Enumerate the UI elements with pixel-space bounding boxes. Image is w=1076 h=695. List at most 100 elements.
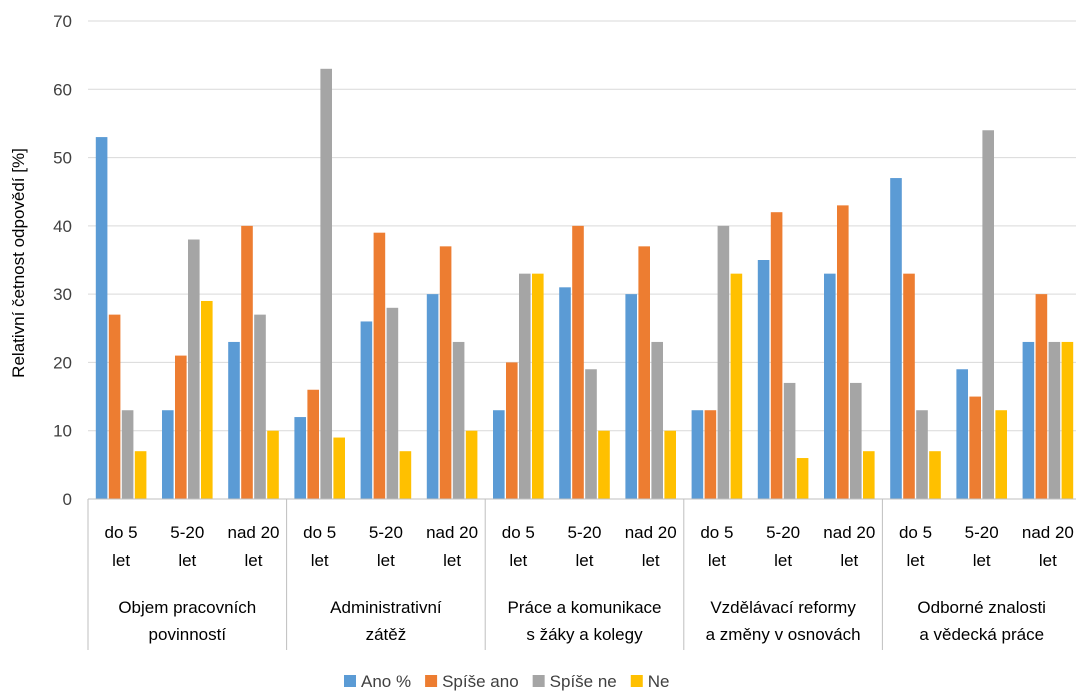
x-tick-label: 5-20 let xyxy=(567,523,601,570)
bar xyxy=(651,341,663,499)
bar xyxy=(452,341,465,499)
bar xyxy=(294,417,306,499)
bar xyxy=(228,341,240,499)
bar xyxy=(108,314,121,499)
x-tick-label: nad 20 let xyxy=(228,523,280,570)
bar xyxy=(783,382,796,499)
bar xyxy=(664,430,676,499)
y-axis-label: Relativní četnost odpovědí [%] xyxy=(9,148,28,378)
bar xyxy=(162,410,174,499)
bar xyxy=(691,410,704,499)
bar xyxy=(506,362,518,499)
bar xyxy=(241,225,253,499)
bar xyxy=(730,273,743,499)
bar xyxy=(1048,341,1061,499)
legend-swatch xyxy=(425,675,438,687)
y-tick-label: 50 xyxy=(53,149,72,168)
bar xyxy=(532,273,544,499)
x-tick-label: 5-20 let xyxy=(170,523,204,570)
x-tick-label: do 5 let xyxy=(700,523,733,570)
x-tick-label: nad 20 let xyxy=(625,523,677,570)
legend-swatch xyxy=(630,675,643,687)
bar xyxy=(890,178,902,500)
bar xyxy=(386,307,399,499)
bar xyxy=(399,451,412,499)
legend-label: Ano % xyxy=(361,672,411,691)
x-tick-label: 5-20 let xyxy=(965,523,999,570)
x-tick-label: 5-20 let xyxy=(369,523,403,570)
legend-swatch xyxy=(532,675,545,687)
group-label: Objem pracovních povinností xyxy=(118,598,256,644)
bar xyxy=(982,130,994,499)
bar xyxy=(717,225,730,499)
bar xyxy=(995,410,1007,499)
x-tick-label: nad 20 let xyxy=(426,523,478,570)
y-tick-label: 40 xyxy=(53,217,72,236)
x-tick-label: do 5 let xyxy=(899,523,932,570)
bar xyxy=(585,369,597,499)
x-tick-label: nad 20 let xyxy=(823,523,875,570)
bar xyxy=(493,410,505,499)
bar xyxy=(307,389,319,499)
group-label: Odborné znalosti a vědecká práce xyxy=(917,598,1046,644)
x-tick-label: 5-20 let xyxy=(766,523,800,570)
x-tick-label: do 5 let xyxy=(502,523,535,570)
bar xyxy=(439,246,452,499)
bar xyxy=(757,260,770,499)
gridlines xyxy=(88,20,1076,500)
bar xyxy=(704,410,717,499)
bar xyxy=(572,225,584,499)
bar xyxy=(625,294,637,499)
bar xyxy=(426,294,439,499)
y-tick-label: 10 xyxy=(53,422,72,441)
bar xyxy=(373,232,386,499)
bar xyxy=(465,430,478,499)
y-tick-label: 70 xyxy=(53,12,72,31)
bar xyxy=(254,314,266,499)
bar xyxy=(134,451,147,499)
bar xyxy=(969,396,981,499)
bar xyxy=(267,430,279,499)
group-label: Práce a komunikace s žáky a kolegy xyxy=(507,598,661,644)
legend-label: Spíše ne xyxy=(550,672,617,691)
bar xyxy=(956,369,968,499)
bar xyxy=(1035,294,1048,499)
bar xyxy=(95,137,108,500)
bar xyxy=(201,300,213,499)
y-tick-label: 0 xyxy=(63,490,72,509)
legend-label: Spíše ano xyxy=(442,672,519,691)
y-tick-label: 20 xyxy=(53,353,72,372)
bar xyxy=(903,273,915,499)
bar xyxy=(559,287,571,499)
y-tick-label: 60 xyxy=(53,80,72,99)
legend-swatch xyxy=(344,675,356,687)
x-tick-label: nad 20 let xyxy=(1022,523,1074,570)
bar xyxy=(770,212,783,499)
group-label: Vzdělávací reformy a změny v osnovách xyxy=(706,598,861,644)
bar xyxy=(188,239,200,499)
y-tick-label: 30 xyxy=(53,285,72,304)
bar xyxy=(929,451,941,499)
x-axis: do 5 let 5-20 let nad 20 let do 5 let 5-20 let nad… xyxy=(87,498,1076,650)
bar xyxy=(1022,341,1035,499)
bar xyxy=(598,430,610,499)
bar xyxy=(916,410,928,499)
bar xyxy=(863,451,875,499)
bar xyxy=(519,273,531,499)
x-tick-label: do 5 let xyxy=(105,523,138,570)
group-label: Administrativní zátěž xyxy=(330,598,442,644)
y-axis-tick-labels: 0 10 20 30 40 50 60 70 xyxy=(53,12,72,509)
bar xyxy=(1061,341,1074,499)
bar xyxy=(360,321,373,499)
legend: Ano % Spíše ano Spíše ne Ne xyxy=(344,672,670,691)
bar xyxy=(175,355,187,499)
bar xyxy=(121,410,134,499)
bar xyxy=(824,273,836,499)
legend-label: Ne xyxy=(648,672,670,691)
bar xyxy=(837,205,849,499)
bar xyxy=(320,68,332,500)
bar xyxy=(638,246,650,499)
bar xyxy=(796,458,809,499)
bar xyxy=(333,437,345,499)
